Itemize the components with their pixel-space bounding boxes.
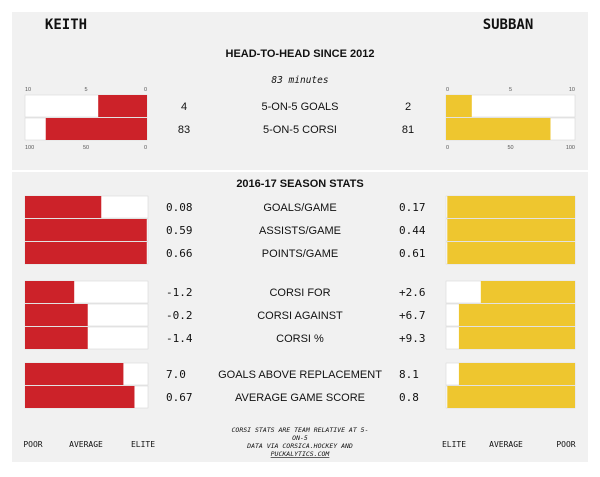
season-right-bar bbox=[458, 304, 575, 326]
season-right-bar bbox=[447, 219, 575, 241]
h2h-right-value: 81 bbox=[402, 124, 414, 136]
season-right-value: 0.8 bbox=[399, 391, 419, 404]
season-left-bar bbox=[25, 386, 135, 408]
season-right-bar bbox=[447, 196, 575, 218]
footnote-line: CORSI STATS ARE TEAM RELATIVE AT 5- bbox=[232, 426, 369, 434]
season-row-label: GOALS ABOVE REPLACEMENT bbox=[218, 369, 382, 381]
season-right-bar bbox=[447, 242, 575, 264]
h2h-row-label: 5-ON-5 CORSI bbox=[263, 124, 337, 136]
season-right-value: 0.61 bbox=[399, 247, 426, 260]
season-right-value: +9.3 bbox=[399, 332, 426, 345]
season-row-label: ASSISTS/GAME bbox=[259, 225, 341, 237]
season-right-bar bbox=[458, 363, 575, 385]
season-row-label: GOALS/GAME bbox=[263, 202, 336, 214]
scale-label-right: ELITE bbox=[442, 440, 466, 449]
head-to-head-panel bbox=[12, 12, 588, 170]
h2h-left-bar bbox=[98, 95, 147, 117]
scale-label-right: AVERAGE bbox=[489, 440, 523, 449]
season-row-label: POINTS/GAME bbox=[262, 248, 338, 260]
season-left-value: 7.0 bbox=[166, 368, 186, 381]
h2h-right-tick: 50 bbox=[507, 145, 513, 151]
season-left-bar bbox=[25, 363, 124, 385]
season-left-bar bbox=[25, 219, 147, 241]
scale-label-left: ELITE bbox=[131, 440, 155, 449]
footnote-link: PUCKALYTICS.COM bbox=[271, 450, 331, 458]
h2h-right-tick: 10 bbox=[569, 87, 575, 93]
h2h-right-bar bbox=[446, 118, 551, 140]
season-left-bar bbox=[25, 242, 147, 264]
season-row-label: AVERAGE GAME SCORE bbox=[235, 392, 365, 404]
season-right-bar bbox=[458, 327, 575, 349]
scale-label-right: POOR bbox=[556, 440, 575, 449]
footnote-line: ON-5 bbox=[292, 434, 308, 442]
h2h-right-value: 2 bbox=[405, 101, 411, 113]
season-title: 2016-17 SEASON STATS bbox=[236, 178, 363, 190]
season-left-value: 0.67 bbox=[166, 391, 193, 404]
h2h-right-tick: 5 bbox=[509, 87, 512, 93]
season-left-bar bbox=[25, 327, 88, 349]
season-left-bar bbox=[25, 196, 102, 218]
season-left-value: -1.2 bbox=[166, 286, 193, 299]
minutes-label: 83 minutes bbox=[271, 75, 328, 86]
season-left-value: -1.4 bbox=[166, 332, 193, 345]
h2h-left-value: 4 bbox=[181, 101, 187, 113]
footnote-line: DATA VIA CORSICA.HOCKEY AND bbox=[246, 442, 353, 450]
season-right-value: +2.6 bbox=[399, 286, 426, 299]
scale-label-left: POOR bbox=[23, 440, 42, 449]
season-row-label: CORSI AGAINST bbox=[257, 310, 343, 322]
season-right-value: +6.7 bbox=[399, 309, 426, 322]
h2h-left-tick: 0 bbox=[144, 87, 147, 93]
h2h-right-tick: 0 bbox=[446, 145, 449, 151]
season-left-bar bbox=[25, 281, 75, 303]
chart-title: HEAD-TO-HEAD SINCE 2012 bbox=[226, 48, 375, 60]
season-right-bar bbox=[447, 386, 575, 408]
season-row-label: CORSI FOR bbox=[269, 287, 330, 299]
season-left-value: 0.66 bbox=[166, 247, 193, 260]
right-player-name: SUBBAN bbox=[483, 17, 534, 33]
h2h-left-value: 83 bbox=[178, 124, 190, 136]
season-right-value: 8.1 bbox=[399, 368, 419, 381]
season-right-value: 0.17 bbox=[399, 201, 426, 214]
left-player-name: KEITH bbox=[45, 17, 87, 33]
season-row-label: CORSI % bbox=[276, 333, 324, 345]
season-left-value: -0.2 bbox=[166, 309, 193, 322]
season-right-bar bbox=[480, 281, 575, 303]
h2h-left-bar bbox=[45, 118, 147, 140]
h2h-right-tick: 0 bbox=[446, 87, 449, 93]
h2h-left-tick: 0 bbox=[144, 145, 147, 151]
h2h-right-bar bbox=[446, 95, 472, 117]
h2h-right-tick: 100 bbox=[566, 145, 575, 151]
h2h-left-tick: 50 bbox=[83, 145, 89, 151]
h2h-left-tick: 10 bbox=[25, 87, 31, 93]
season-left-bar bbox=[25, 304, 88, 326]
season-right-value: 0.44 bbox=[399, 224, 426, 237]
scale-label-left: AVERAGE bbox=[69, 440, 103, 449]
season-left-value: 0.59 bbox=[166, 224, 193, 237]
season-left-value: 0.08 bbox=[166, 201, 193, 214]
h2h-left-tick: 100 bbox=[25, 145, 34, 151]
h2h-left-tick: 5 bbox=[84, 87, 87, 93]
h2h-row-label: 5-ON-5 GOALS bbox=[261, 101, 338, 113]
